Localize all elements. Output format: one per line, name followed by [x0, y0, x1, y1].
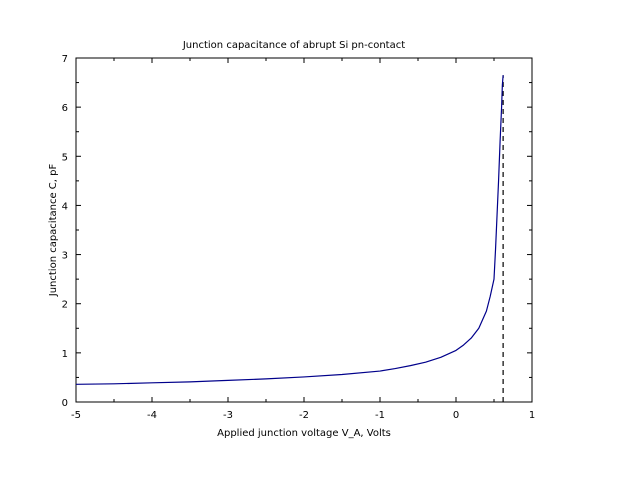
x-tick-label: -4	[147, 410, 157, 421]
y-tick-label: 0	[62, 398, 68, 409]
x-tick-label: -3	[223, 410, 233, 421]
series-line-0	[75, 75, 504, 385]
y-tick-label: 6	[62, 103, 68, 114]
plot-area: -5 -4 -3 -2 -1 0 1 0 1 2 3 4 5 6 7	[62, 54, 536, 421]
y-tick-label: 1	[62, 349, 68, 360]
x-tick-label: -1	[375, 410, 385, 421]
chart-title: Junction capacitance of abrupt Si pn-con…	[182, 40, 405, 51]
y-tick-label: 7	[62, 54, 68, 65]
x-tick-label: 0	[453, 410, 459, 421]
y-tick-label: 5	[62, 152, 68, 163]
x-tick-label: 1	[529, 410, 535, 421]
x-tick-label: -2	[299, 410, 309, 421]
y-tick-label: 3	[62, 251, 68, 262]
y-tick-label: 2	[62, 300, 68, 311]
x-tick-label: -5	[71, 410, 81, 421]
y-axis-title: Junction capacitance C, pF	[48, 164, 59, 298]
plot-frame	[75, 57, 533, 403]
y-tick-label: 4	[62, 201, 68, 212]
x-axis-title: Applied junction voltage V_A, Volts	[217, 428, 391, 439]
